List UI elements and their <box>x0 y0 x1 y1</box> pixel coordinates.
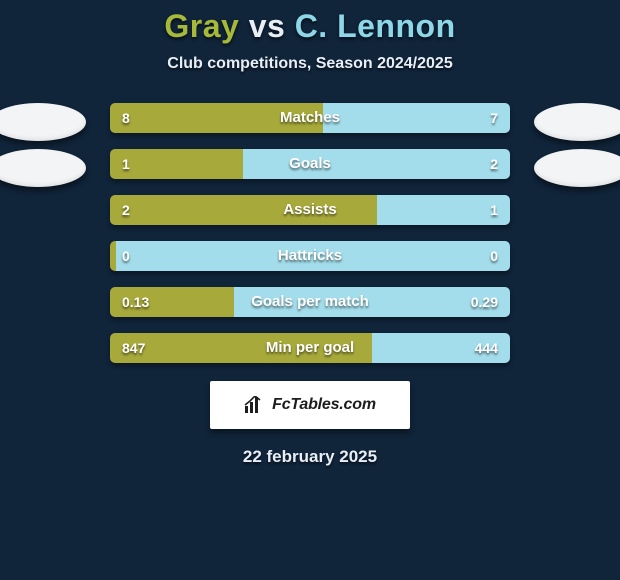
stat-bars: 87Matches 12Goals 21Assists 00Hattricks 0.13… <box>110 103 510 363</box>
avatar-player2-bottom <box>534 149 620 187</box>
stat-fill-right <box>323 103 510 133</box>
stat-row: 12Goals <box>110 149 510 179</box>
stat-fill-right <box>243 149 510 179</box>
stat-fill-right <box>234 287 510 317</box>
stat-row: 0.130.29Goals per match <box>110 287 510 317</box>
subtitle: Club competitions, Season 2024/2025 <box>0 55 620 73</box>
stat-fill-left <box>110 287 234 317</box>
date-text: 22 february 2025 <box>0 447 620 467</box>
vs-text: vs <box>249 8 286 44</box>
stat-row: 87Matches <box>110 103 510 133</box>
stat-fill-left <box>110 103 323 133</box>
comparison-card: Gray vs C. Lennon Club competitions, Sea… <box>0 0 620 580</box>
brand-badge[interactable]: FcTables.com <box>210 381 410 429</box>
page-title: Gray vs C. Lennon <box>0 8 620 45</box>
brand-text: FcTables.com <box>272 396 376 414</box>
bars-icon <box>244 396 266 414</box>
player2-name: C. Lennon <box>295 8 456 44</box>
avatar-player1-top <box>0 103 86 141</box>
stat-fill-left <box>110 333 372 363</box>
stat-fill-right <box>116 241 510 271</box>
stat-fill-right <box>372 333 510 363</box>
avatar-player2-top <box>534 103 620 141</box>
stat-fill-left <box>110 195 377 225</box>
stat-row: 21Assists <box>110 195 510 225</box>
player1-name: Gray <box>164 8 239 44</box>
stat-fill-right <box>377 195 510 225</box>
stat-row: 847444Min per goal <box>110 333 510 363</box>
stat-row: 00Hattricks <box>110 241 510 271</box>
avatar-player1-bottom <box>0 149 86 187</box>
stat-fill-left <box>110 149 243 179</box>
